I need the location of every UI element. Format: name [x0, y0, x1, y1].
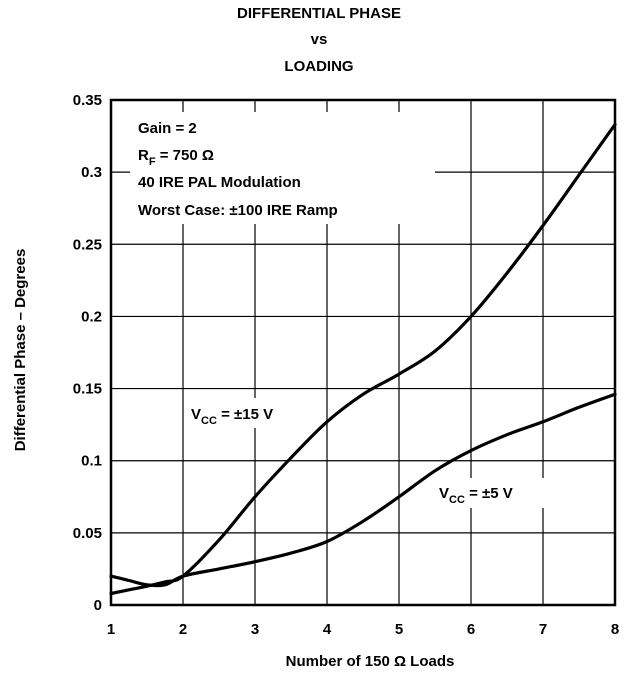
annotation-background: [130, 112, 435, 224]
y-tick-label: 0.25: [73, 236, 102, 253]
plot-frame: [109, 98, 617, 607]
annotation-gain: Gain = 2: [138, 120, 197, 137]
x-tick-label: 6: [467, 621, 475, 638]
x-tick-label: 5: [395, 621, 403, 638]
grid: [109, 98, 617, 607]
y-tick-label: 0.2: [81, 308, 102, 325]
series-line-1: [109, 392, 617, 588]
x-tick-label: 3: [251, 621, 259, 638]
y-tick-label: 0.3: [81, 164, 102, 181]
chart-title-line-1: DIFFERENTIAL PHASE: [237, 5, 401, 22]
series-label-vcc-15: VCC = ±15 V: [191, 406, 273, 427]
series-line-0: [109, 122, 617, 596]
y-tick-label: 0.05: [73, 525, 102, 542]
annotation-rf: RF = 750 Ω: [138, 147, 214, 168]
annotation-modulation: 40 IRE PAL Modulation: [138, 174, 301, 191]
x-tick-label: 1: [107, 621, 115, 638]
x-tick-label: 2: [179, 621, 187, 638]
series-label-vcc-5: VCC = ±5 V: [439, 485, 513, 506]
tick-labels: 1 2 3 4 5 6 7 8 0 0.05 0.1 0.15 0.2 0.25 0.3 0.35: [73, 92, 619, 638]
series-label-vcc-15-sub: CC: [201, 415, 217, 427]
chart-title-line-3: LOADING: [284, 58, 353, 75]
x-tick-label: 8: [611, 621, 619, 638]
series-label-vcc-15-main: V: [191, 406, 201, 423]
series-label-vcc-5-main: V: [439, 485, 449, 502]
annotation-rf-sub: F: [149, 156, 156, 168]
x-tick-label: 4: [323, 621, 332, 638]
x-axis-label: Number of 150 Ω Loads: [286, 653, 455, 670]
series-label-vcc-5-sub: CC: [449, 494, 465, 506]
series-label-background: [186, 398, 314, 428]
series-curves: [109, 122, 617, 596]
series-label-vcc-5-rest: = ±5 V: [465, 485, 513, 502]
annotation-rf-main: R: [138, 147, 149, 164]
annotation-rf-rest: = 750 Ω: [156, 147, 214, 164]
y-tick-label: 0.1: [81, 453, 102, 470]
y-tick-label: 0: [94, 597, 102, 614]
y-axis-label: Differential Phase – Degrees: [12, 249, 29, 452]
y-tick-label: 0.15: [73, 381, 102, 398]
x-tick-label: 7: [539, 621, 547, 638]
series-label-background: [434, 478, 556, 508]
y-tick-label: 0.35: [73, 92, 102, 109]
series-label-vcc-15-rest: = ±15 V: [217, 406, 273, 423]
chart-title-line-2: vs: [311, 31, 328, 48]
annotation: Gain = 2 RF = 750 Ω 40 IRE PAL Modulatio…: [138, 120, 338, 219]
annotation-worst-case: Worst Case: ±100 IRE Ramp: [138, 202, 338, 219]
